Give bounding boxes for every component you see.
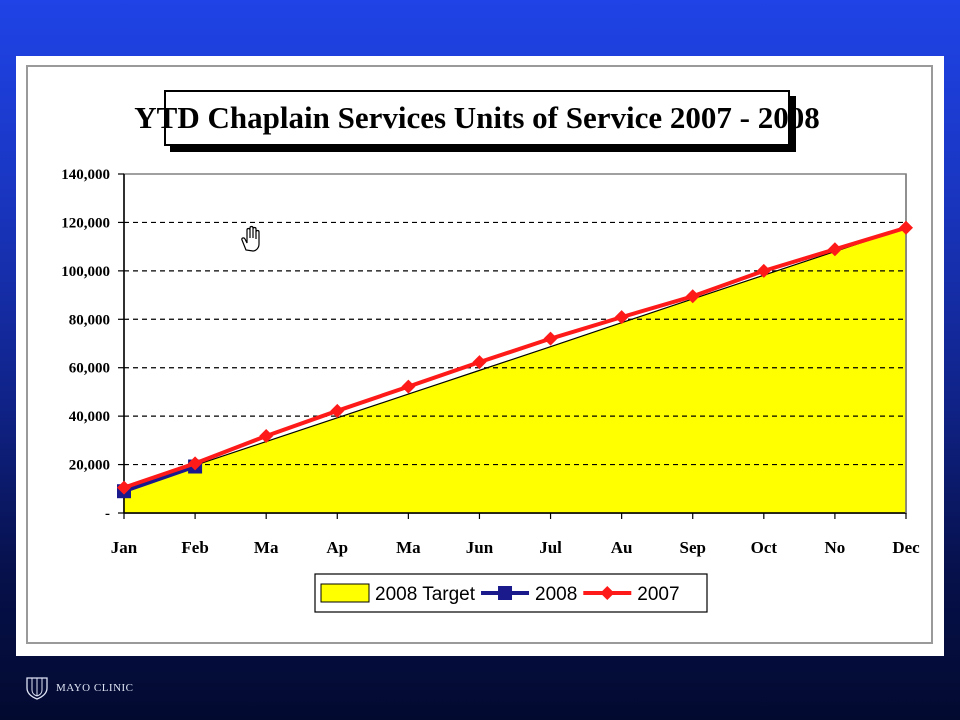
data-point-2007 <box>543 331 558 346</box>
x-tick-label: Ma <box>254 538 279 557</box>
mayo-shield-icon <box>26 677 48 700</box>
logo-text: MAYO CLINIC <box>56 682 134 694</box>
y-tick-label: 120,000 <box>61 215 110 231</box>
data-point-2007 <box>614 310 629 325</box>
data-point-2007 <box>756 263 771 278</box>
data-point-2007 <box>827 242 842 257</box>
legend-label-2008 Target: 2008 Target <box>375 584 476 605</box>
line-series-2007 <box>123 225 907 490</box>
x-tick-label: No <box>825 538 846 557</box>
x-tick-label: Jun <box>466 538 494 557</box>
y-tick-label: 100,000 <box>61 264 110 280</box>
legend-swatch-2008 Target <box>320 583 370 603</box>
line-series-2008 <box>123 464 196 494</box>
legend-label-2008: 2008 <box>535 584 577 605</box>
mayo-clinic-logo: MAYO CLINIC <box>24 676 134 700</box>
chart-title: YTD Chaplain Services Units of Service 2… <box>134 90 820 146</box>
x-tick-label: Oct <box>751 538 778 557</box>
x-tick-label: Ap <box>326 538 348 557</box>
x-tick-label: Au <box>611 538 633 557</box>
data-point-2008 <box>498 586 513 600</box>
data-point-2007 <box>188 456 203 471</box>
x-tick-label: Dec <box>892 538 920 557</box>
y-tick-label: 60,000 <box>69 361 110 377</box>
x-tick-label: Ma <box>396 538 421 557</box>
x-tick-label: Feb <box>181 538 208 557</box>
y-tick-label: - <box>105 506 110 522</box>
data-point-2007 <box>330 403 345 418</box>
data-point-2007 <box>685 289 700 304</box>
data-point-2007 <box>899 220 913 235</box>
x-tick-label: Jul <box>539 538 562 557</box>
data-point-2007 <box>259 428 274 443</box>
x-tick-label: Sep <box>679 538 705 557</box>
y-tick-label: 40,000 <box>69 409 110 425</box>
y-tick-label: 20,000 <box>69 458 110 474</box>
data-point-2007 <box>117 480 131 495</box>
data-point-2007 <box>401 379 416 394</box>
data-point-2007 <box>472 355 487 370</box>
legend-box <box>314 573 708 613</box>
legend-label-2007: 2007 <box>637 584 679 605</box>
data-point-2007 <box>600 586 615 600</box>
y-tick-label: 140,000 <box>61 167 110 183</box>
y-tick-label: 80,000 <box>69 312 110 328</box>
hand-cursor-icon <box>241 225 260 252</box>
x-tick-label: Jan <box>111 538 138 557</box>
